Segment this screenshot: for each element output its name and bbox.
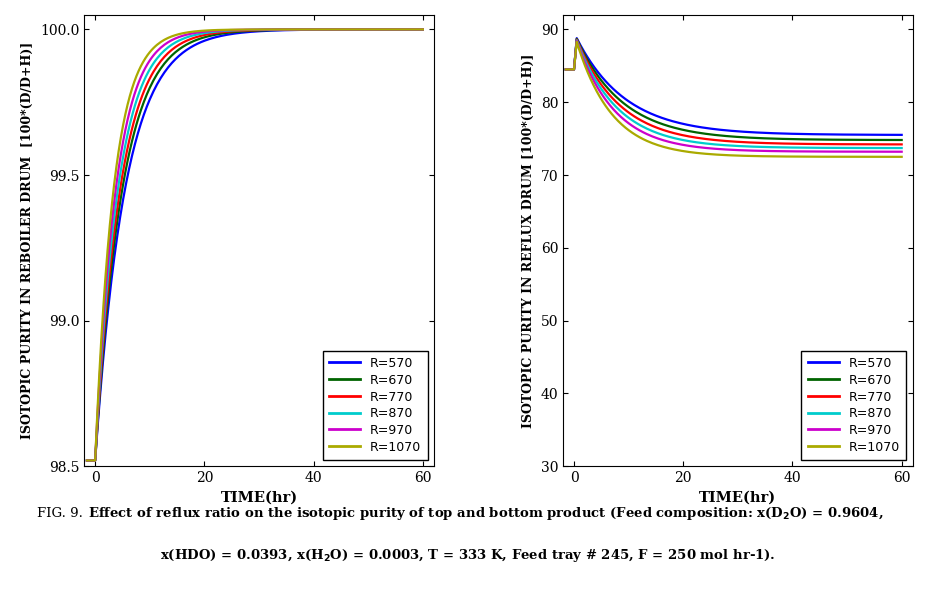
- Text: x(HDO) = 0.0393, x(H$_\mathbf{2}$O) = 0.0003, T = 333 K, Feed tray # 245, F = 25: x(HDO) = 0.0393, x(H$_\mathbf{2}$O) = 0.…: [160, 547, 776, 564]
- X-axis label: TIME(hr): TIME(hr): [221, 491, 298, 505]
- Text: Effect of reflux ratio on the isotopic purity of top and bottom product (Feed co: Effect of reflux ratio on the isotopic p…: [88, 505, 884, 522]
- Legend: R=570, R=670, R=770, R=870, R=970, R=1070: R=570, R=670, R=770, R=870, R=970, R=107…: [323, 351, 428, 460]
- X-axis label: TIME(hr): TIME(hr): [699, 491, 776, 505]
- Text: FIG. 9.: FIG. 9.: [37, 507, 88, 520]
- Legend: R=570, R=670, R=770, R=870, R=970, R=1070: R=570, R=670, R=770, R=870, R=970, R=107…: [801, 351, 906, 460]
- Y-axis label: ISOTOPIC PURITY IN REFLUX DRUM [100*(D/D+H)]: ISOTOPIC PURITY IN REFLUX DRUM [100*(D/D…: [522, 53, 535, 428]
- Y-axis label: ISOTOPIC PURITY IN REBOILER DRUM  [100*(D/D+H)]: ISOTOPIC PURITY IN REBOILER DRUM [100*(D…: [22, 42, 35, 439]
